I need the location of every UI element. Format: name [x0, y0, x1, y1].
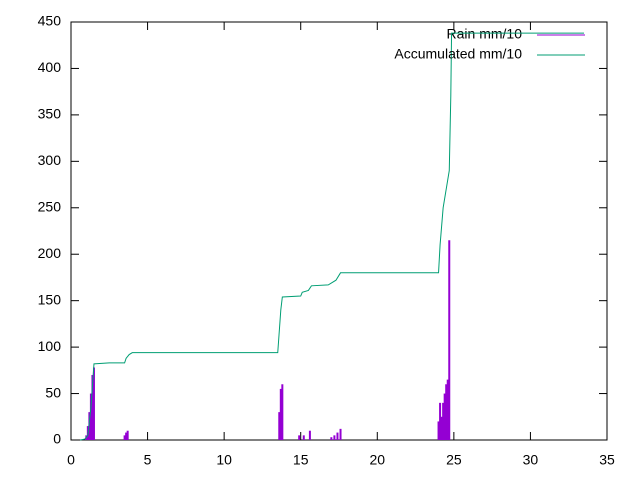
y-tick-label: 100: [38, 338, 62, 354]
y-tick-label: 150: [38, 291, 62, 307]
x-tick-label: 0: [67, 452, 75, 468]
y-tick-label: 300: [38, 152, 62, 168]
legend-label: Rain mm/10: [447, 26, 523, 42]
y-tick-label: 0: [53, 431, 61, 447]
legend-label: Accumulated mm/10: [394, 46, 522, 62]
x-tick-label: 10: [216, 452, 232, 468]
y-tick-label: 200: [38, 245, 62, 261]
y-tick-label: 250: [38, 198, 62, 214]
x-tick-label: 5: [144, 452, 152, 468]
y-tick-label: 400: [38, 59, 62, 75]
y-tick-label: 450: [38, 13, 62, 29]
y-tick-label: 350: [38, 106, 62, 122]
x-tick-label: 20: [369, 452, 385, 468]
x-tick-label: 30: [523, 452, 539, 468]
x-tick-label: 25: [446, 452, 462, 468]
plot-border: [70, 21, 608, 441]
series-line: [80, 32, 585, 441]
y-tick-label: 50: [45, 384, 61, 400]
x-tick-label: 15: [293, 452, 309, 468]
x-tick-label: 35: [599, 452, 615, 468]
